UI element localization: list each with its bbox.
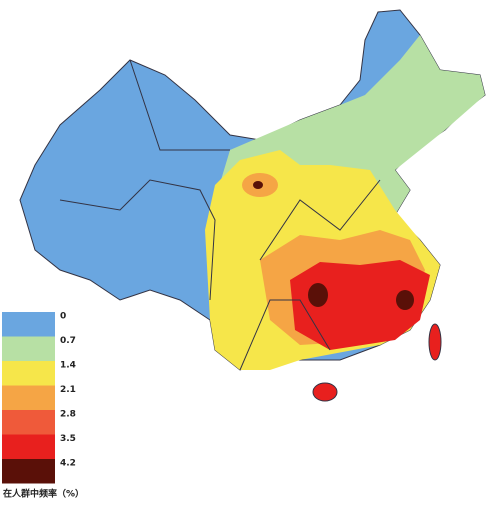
region-4-2 bbox=[396, 290, 414, 310]
hainan bbox=[312, 382, 338, 402]
legend-label: 4.2 bbox=[60, 459, 76, 469]
legend-swatch bbox=[2, 410, 55, 435]
region-2-8 bbox=[290, 260, 430, 350]
legend-swatch bbox=[2, 459, 55, 484]
legend-swatch bbox=[2, 434, 55, 459]
legend-label: 1.4 bbox=[60, 361, 76, 371]
region-4-2 bbox=[308, 283, 328, 307]
border bbox=[239, 299, 331, 371]
legend-label: 0 bbox=[60, 312, 66, 322]
region-4-2 bbox=[253, 181, 263, 189]
border bbox=[129, 59, 230, 151]
legend-swatch bbox=[2, 361, 55, 386]
china-map bbox=[19, 9, 486, 402]
legend-caption: 在人群中频率（%） bbox=[3, 488, 84, 500]
border bbox=[59, 179, 216, 301]
legend-label: 3.5 bbox=[60, 434, 76, 444]
legend-swatch bbox=[2, 336, 55, 361]
legend-swatch bbox=[2, 385, 55, 410]
legend-label: 2.8 bbox=[60, 410, 76, 420]
border bbox=[259, 179, 381, 261]
legend: 0 0.7 1.4 2.1 2.8 3.5 4.2 bbox=[2, 312, 76, 484]
legend-label: 2.1 bbox=[60, 385, 76, 395]
legend-label: 0.7 bbox=[60, 336, 76, 346]
taiwan bbox=[428, 323, 442, 361]
legend-swatch bbox=[2, 312, 55, 337]
